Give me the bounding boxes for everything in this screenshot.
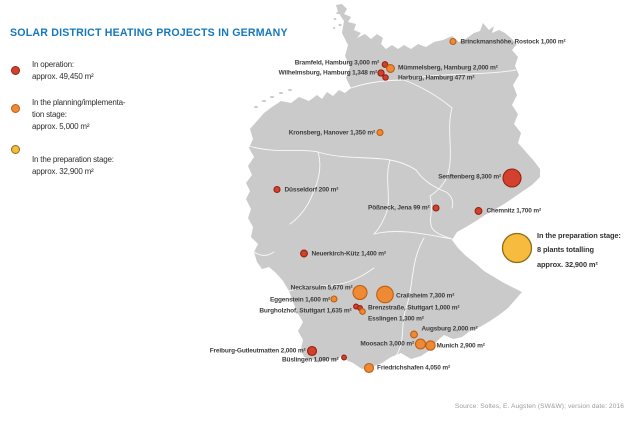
legend-line: In the planning/implementa-	[32, 97, 126, 107]
hamburg-harburg-label: Harburg, Hamburg 477 m²	[398, 74, 475, 81]
poessneck-jena-label: Pößneck, Jena 99 m²	[368, 204, 430, 211]
hamburg-bramfeld-label: Bramfeld, Hamburg 3,000 m²	[294, 59, 379, 66]
poessneck-jena-marker	[432, 204, 440, 212]
freiburg-gutleutmatten-label: Freiburg-Gutleutmatten 2,000 m²	[209, 347, 306, 355]
chemnitz-marker	[474, 207, 483, 215]
legend-dot-operation	[10, 65, 20, 75]
neckarsulm-label: Neckarsulm 5,670 m²	[290, 284, 353, 291]
chemnitz-label: Chemnitz 1,700 m²	[486, 207, 542, 215]
hamburg-wilhelmsburg-label: Wilhelmsburg, Hamburg 1,348 m²	[278, 69, 378, 77]
hamburg-wilhelmsburg-marker	[377, 69, 385, 77]
eggenstein-label: Eggenstein 1,600 m²	[269, 296, 330, 303]
page-title: SOLAR DISTRICT HEATING PROJECTS IN GERMA…	[10, 27, 288, 39]
legend-line: In the preparation stage:	[32, 154, 114, 164]
hanover-kronsberg-label: Kronsberg, Hanover 1,350 m²	[288, 129, 375, 136]
rostock-brinckmanshoehe-marker	[449, 37, 457, 46]
legend-item-operation: In operation: approx. 49,450 m²	[32, 59, 94, 83]
esslingen-label: Esslingen 1,300 m²	[368, 315, 424, 322]
neuerkirch-kuetz-label: Neuerkirch-Kütz 1,400 m²	[311, 250, 387, 257]
plant-markers	[273, 37, 533, 374]
stuttgart-burgholzhof-label: Burgholzhof, Stuttgart 1,635 m²	[259, 307, 352, 315]
rostock-brinckmanshoehe-label: Brinckmanshöhe, Rostock 1,000 m²	[460, 38, 566, 45]
friedrichshafen-label: Friedrichshafen 4,050 m²	[377, 364, 450, 371]
esslingen-marker	[359, 308, 366, 315]
preparation-total-marker	[501, 232, 533, 264]
freiburg-gutleutmatten-marker	[306, 345, 318, 357]
callout-line: approx. 32,900 m²	[537, 259, 598, 269]
hamburg-bramfeld-marker	[381, 61, 389, 68]
senftenberg-label: Senftenberg 8,300 m²	[438, 173, 501, 180]
hamburg-muemmelsberg-label: Mümmelsberg, Hamburg 2,000 m²	[398, 64, 498, 71]
legend-dot-planning	[10, 103, 20, 113]
neckarsulm-marker	[352, 284, 368, 301]
hanover-kronsberg-marker	[376, 128, 384, 137]
germany-outline	[246, 4, 540, 369]
duesseldorf-marker	[273, 185, 281, 194]
moosach-label: Moosach 3,000 m²	[360, 340, 414, 347]
crailsheim-marker	[376, 285, 394, 304]
callout-line: In the preparation stage:	[537, 231, 621, 240]
neuerkirch-kuetz-marker	[300, 249, 308, 258]
stuttgart-brenzstrasse-label: Brenzstraße, Stuttgart 1,000 m²	[368, 304, 460, 312]
callout-line: 8 plants totalling	[537, 245, 594, 255]
islands	[254, 11, 342, 108]
legend-line: tion stage:	[32, 109, 67, 119]
augsburg-label: Augsburg 2,000 m²	[421, 325, 478, 333]
duesseldorf-label: Düsseldorf 200 m²	[284, 186, 339, 193]
legend-item-planning: In the planning/implementa- tion stage: …	[32, 97, 126, 134]
munich-marker	[425, 340, 436, 351]
state-borders	[248, 69, 517, 357]
augsburg-marker	[410, 330, 418, 339]
legend-line: approx. 5,000 m²	[32, 121, 90, 131]
bueslingen-marker	[341, 354, 347, 361]
legend-line: In operation:	[32, 59, 74, 69]
hamburg-harburg-marker	[382, 74, 389, 81]
legend-dot-preparation	[10, 144, 20, 154]
friedrichshafen-marker	[363, 362, 375, 374]
legend-item-preparation: In the preparation stage: approx. 32,900…	[32, 154, 114, 178]
eggenstein-marker	[330, 295, 338, 303]
source-note: Source: Soltes, E. Augsten (SW&W); versi…	[454, 403, 624, 410]
legend-line: approx. 49,450 m²	[32, 71, 94, 81]
hamburg-muemmelsberg-marker	[386, 64, 395, 73]
moosach-marker	[414, 338, 427, 350]
munich-label: Munich 2,900 m²	[436, 342, 485, 349]
senftenberg-marker	[502, 168, 522, 188]
preparation-callout-label: In the preparation stage: 8 plants total…	[537, 229, 621, 272]
crailsheim-label: Crailsheim 7,300 m²	[396, 292, 455, 299]
bueslingen-label: Büslingen 1,090 m²	[281, 356, 339, 363]
legend-line: approx. 32,900 m²	[32, 166, 94, 176]
